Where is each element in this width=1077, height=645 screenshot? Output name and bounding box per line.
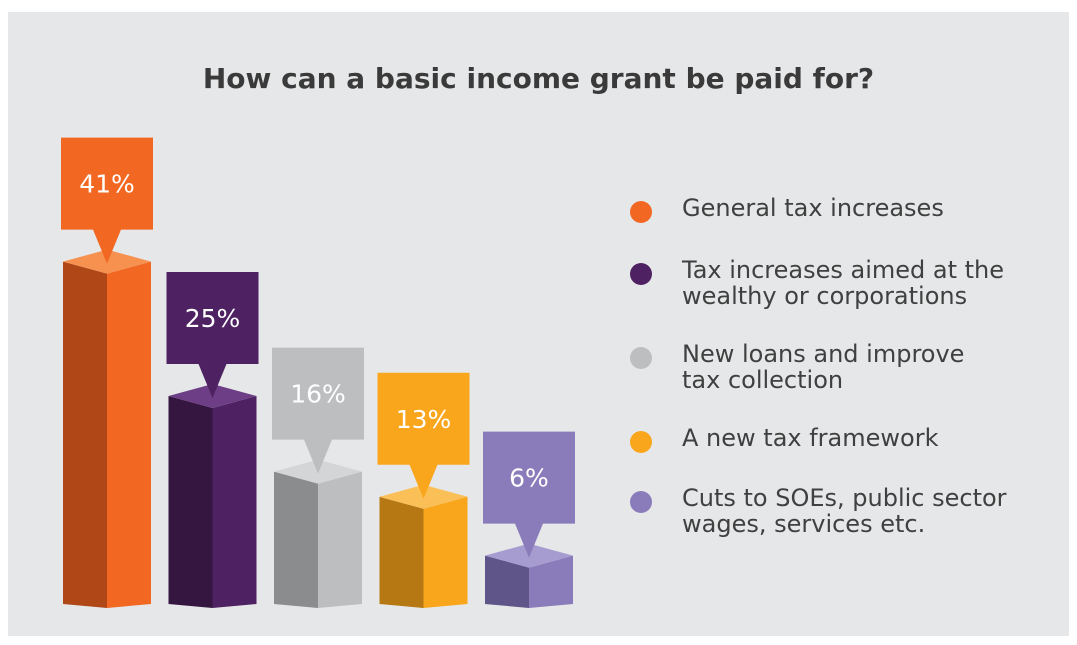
legend-dot-icon (630, 347, 652, 369)
legend-label: General tax increases (682, 194, 944, 222)
bar-front-face (212, 396, 257, 608)
legend-dot-icon (630, 491, 652, 513)
legend-dot-icon (630, 263, 652, 285)
value-label: 6% (509, 464, 549, 493)
value-label: 41% (79, 170, 135, 199)
value-label: 16% (290, 380, 346, 409)
legend-label: Tax increases aimed at the wealthy or co… (682, 256, 1005, 310)
legend-label: A new tax framework (682, 424, 939, 452)
value-label: 13% (396, 405, 452, 434)
value-label: 25% (185, 304, 241, 333)
value-callout (272, 347, 364, 474)
legend-dot-icon (630, 201, 652, 223)
value-callout (483, 431, 575, 558)
bar-side-face (63, 261, 107, 608)
bar-side-face (485, 555, 529, 608)
value-callout (166, 272, 259, 398)
bar-front-face (423, 496, 468, 608)
legend-label: Cuts to SOEs, public sector wages, servi… (682, 484, 1007, 538)
bar-side-face (379, 496, 424, 608)
value-callout (61, 137, 153, 264)
bar-side-face (168, 396, 213, 608)
value-callout (377, 372, 470, 499)
bar-front-face (529, 555, 573, 608)
chart-title: How can a basic income grant be paid for… (202, 62, 875, 95)
bar-side-face (274, 471, 318, 608)
legend-label: New loans and improve tax collection (682, 340, 965, 394)
bar-front-face (318, 471, 362, 608)
legend-dot-icon (630, 431, 652, 453)
bar-front-face (107, 261, 151, 608)
